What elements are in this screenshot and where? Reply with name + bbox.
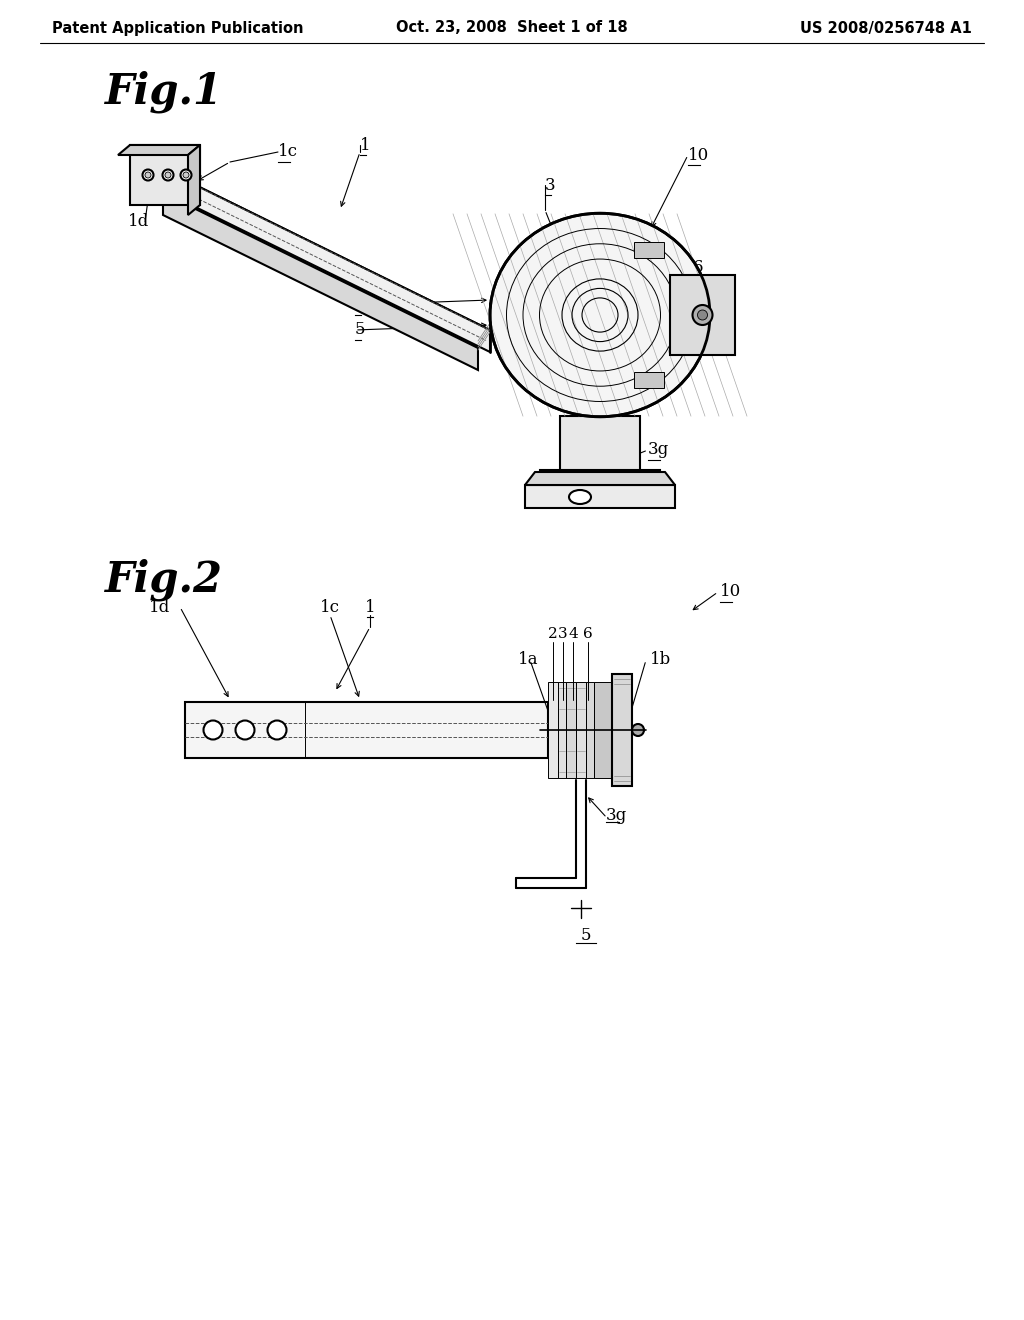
Text: 1c: 1c (319, 598, 340, 615)
Ellipse shape (692, 305, 713, 325)
Text: 10: 10 (720, 583, 741, 601)
Text: Patent Application Publication: Patent Application Publication (52, 21, 303, 36)
Ellipse shape (697, 310, 708, 319)
Polygon shape (566, 682, 575, 777)
Polygon shape (560, 416, 640, 475)
Text: 5: 5 (355, 322, 366, 338)
Polygon shape (188, 145, 200, 215)
Text: 4: 4 (355, 297, 366, 314)
Text: 1: 1 (365, 598, 376, 615)
Text: 6: 6 (583, 627, 593, 642)
Text: 1d: 1d (148, 598, 170, 615)
Polygon shape (670, 275, 735, 355)
Polygon shape (634, 243, 665, 259)
Polygon shape (586, 682, 594, 777)
Ellipse shape (145, 172, 151, 178)
Text: Fig.2: Fig.2 (105, 558, 223, 601)
Text: 2: 2 (548, 627, 558, 642)
Ellipse shape (236, 721, 255, 739)
Polygon shape (594, 682, 612, 777)
Polygon shape (612, 675, 632, 785)
Polygon shape (130, 145, 200, 205)
Text: 1d: 1d (128, 214, 150, 231)
Text: 1a: 1a (518, 652, 539, 668)
Polygon shape (525, 473, 675, 484)
Text: 3: 3 (558, 627, 568, 642)
Polygon shape (548, 682, 558, 777)
Ellipse shape (163, 169, 173, 181)
Ellipse shape (142, 169, 154, 181)
Ellipse shape (632, 723, 644, 737)
Text: 1b: 1b (650, 652, 672, 668)
Polygon shape (163, 193, 478, 370)
Ellipse shape (183, 172, 189, 178)
Ellipse shape (490, 214, 710, 417)
Ellipse shape (204, 721, 222, 739)
Polygon shape (185, 702, 548, 758)
Text: 1c: 1c (278, 144, 298, 161)
Text: 10: 10 (688, 147, 710, 164)
Text: Oct. 23, 2008  Sheet 1 of 18: Oct. 23, 2008 Sheet 1 of 18 (396, 21, 628, 36)
Polygon shape (558, 682, 566, 777)
Polygon shape (118, 145, 200, 154)
Ellipse shape (165, 172, 171, 178)
Text: 1: 1 (360, 136, 371, 153)
Text: Fig.1: Fig.1 (105, 71, 223, 114)
Polygon shape (540, 470, 660, 490)
Text: US 2008/0256748 A1: US 2008/0256748 A1 (800, 21, 972, 36)
Text: 3: 3 (545, 177, 556, 194)
Text: 5: 5 (581, 928, 591, 945)
Ellipse shape (267, 721, 287, 739)
Ellipse shape (180, 169, 191, 181)
Ellipse shape (569, 490, 591, 504)
Polygon shape (175, 176, 490, 352)
Polygon shape (575, 682, 586, 777)
Text: 3g: 3g (648, 441, 670, 458)
Polygon shape (634, 372, 665, 388)
Polygon shape (525, 484, 675, 508)
Text: 6: 6 (693, 260, 703, 276)
Text: 3g: 3g (606, 807, 628, 824)
Text: 4: 4 (568, 627, 578, 642)
Polygon shape (163, 176, 490, 348)
